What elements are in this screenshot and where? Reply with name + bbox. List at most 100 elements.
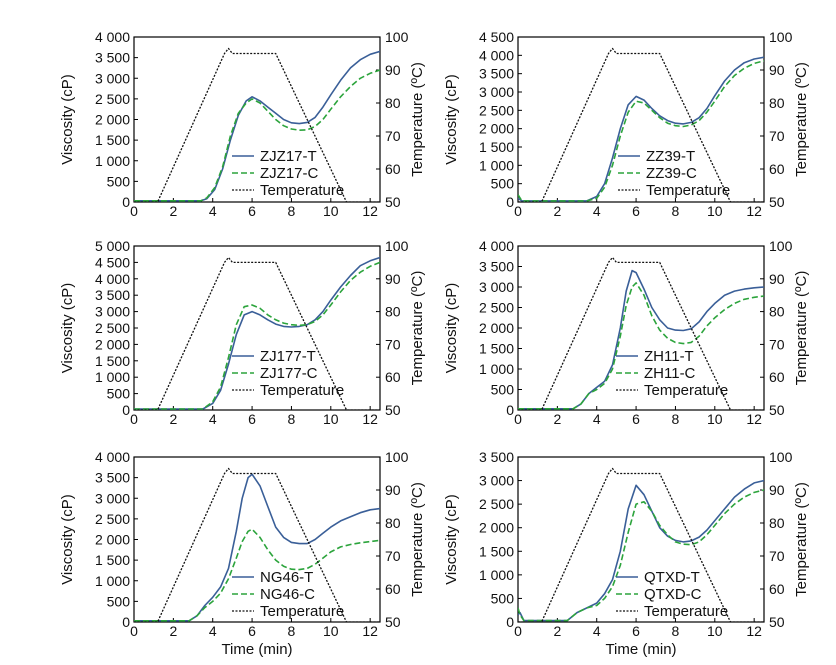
y2-tick-label: 50 [385, 194, 401, 210]
x-tick-label: 4 [593, 411, 601, 427]
x-tick-label: 2 [169, 623, 177, 639]
y2-tick-label: 80 [385, 95, 401, 111]
y-tick-label: 2 500 [95, 320, 130, 336]
y2-tick-label: 60 [385, 369, 401, 385]
y2-tick-label: 50 [769, 614, 785, 630]
x-tick-label: 4 [209, 203, 217, 219]
y-tick-label: 0 [122, 402, 130, 418]
x-tick-label: 0 [130, 411, 138, 427]
y2-axis-title: Temperature (ºC) [793, 271, 810, 386]
x-tick-label: 10 [707, 203, 723, 219]
y2-tick-label: 70 [769, 128, 785, 144]
series-line-temperature [134, 467, 380, 622]
y-tick-label: 3 000 [479, 279, 514, 295]
x-tick-label: 12 [362, 623, 378, 639]
x-tick-label: 8 [672, 411, 680, 427]
y-tick-label: 1 000 [95, 369, 130, 385]
y2-tick-label: 80 [769, 304, 785, 320]
x-tick-label: 0 [130, 203, 138, 219]
series-line-temperature [518, 47, 764, 202]
y-tick-label: 2 000 [479, 320, 514, 336]
y-tick-label: 1 000 [95, 573, 130, 589]
y2-tick-label: 90 [769, 62, 785, 78]
y2-axis-title: Temperature (ºC) [793, 482, 810, 597]
series-line-zh11-c [518, 282, 764, 410]
y-tick-label: 1 000 [479, 157, 514, 173]
x-tick-label: 0 [514, 623, 522, 639]
x-tick-label: 0 [130, 623, 138, 639]
x-tick-label: 2 [169, 203, 177, 219]
x-tick-label: 10 [323, 623, 339, 639]
y2-tick-label: 70 [385, 548, 401, 564]
y-tick-label: 1 500 [95, 132, 130, 148]
legend-label: NG46-T [260, 569, 313, 586]
y-tick-label: 4 000 [479, 238, 514, 254]
legend-label: ZJ177-C [260, 365, 318, 382]
y-tick-label: 5 000 [95, 238, 130, 254]
y-tick-label: 1 500 [479, 543, 514, 559]
y2-tick-label: 100 [385, 238, 409, 254]
y-tick-label: 1 500 [479, 139, 514, 155]
x-tick-label: 4 [209, 623, 217, 639]
y-tick-label: 500 [491, 590, 515, 606]
y-axis-title: Viscosity (cP) [59, 494, 76, 585]
legend-label: Temperature [260, 382, 344, 399]
y-tick-label: 3 000 [95, 70, 130, 86]
y-axis-title: Viscosity (cP) [443, 74, 460, 165]
y2-tick-label: 60 [385, 581, 401, 597]
x-tick-label: 12 [746, 411, 762, 427]
x-tick-label: 10 [707, 623, 723, 639]
y-tick-label: 2 000 [95, 336, 130, 352]
y2-tick-label: 80 [769, 95, 785, 111]
y2-tick-label: 80 [385, 304, 401, 320]
y2-tick-label: 60 [385, 161, 401, 177]
y2-tick-label: 70 [769, 336, 785, 352]
y-tick-label: 3 500 [479, 449, 514, 465]
x-tick-label: 6 [248, 623, 256, 639]
series-line-temperature [518, 467, 764, 622]
y-tick-label: 3 500 [479, 66, 514, 82]
y2-tick-label: 60 [769, 161, 785, 177]
y-tick-label: 0 [122, 194, 130, 210]
y2-tick-label: 90 [385, 482, 401, 498]
x-tick-label: 8 [672, 623, 680, 639]
y-tick-label: 2 500 [479, 102, 514, 118]
y-tick-label: 2 000 [479, 121, 514, 137]
legend-label: ZH11-T [644, 348, 694, 365]
legend-label: ZH11-C [644, 365, 696, 382]
x-tick-label: 10 [323, 203, 339, 219]
legend-label: ZJ177-T [260, 348, 316, 365]
y2-tick-label: 50 [385, 614, 401, 630]
y-tick-label: 1 000 [479, 361, 514, 377]
y-tick-label: 4 000 [95, 449, 130, 465]
y-tick-label: 2 500 [95, 91, 130, 107]
y2-tick-label: 70 [385, 336, 401, 352]
y2-axis-title: Temperature (ºC) [409, 482, 426, 597]
series-line-temperature [134, 256, 380, 410]
x-tick-label: 8 [672, 203, 680, 219]
plot-frame [517, 36, 765, 203]
y-tick-label: 3 000 [95, 490, 130, 506]
y2-tick-label: 50 [385, 402, 401, 418]
x-axis-title: Time (min) [221, 641, 292, 658]
y-tick-label: 3 000 [95, 304, 130, 320]
series-line-qtxd-c [518, 489, 764, 622]
y-tick-label: 4 500 [479, 29, 514, 45]
y-tick-label: 3 500 [95, 50, 130, 66]
y-tick-label: 0 [506, 614, 514, 630]
x-tick-label: 8 [288, 203, 296, 219]
y-tick-label: 0 [506, 194, 514, 210]
y2-tick-label: 50 [769, 402, 785, 418]
x-tick-label: 10 [707, 411, 723, 427]
x-tick-label: 4 [593, 203, 601, 219]
x-tick-label: 6 [632, 623, 640, 639]
y2-tick-label: 50 [769, 194, 785, 210]
y-tick-label: 0 [506, 402, 514, 418]
legend-label: QTXD-C [644, 586, 702, 603]
y-tick-label: 500 [107, 386, 131, 402]
y2-tick-label: 100 [769, 29, 793, 45]
x-tick-label: 12 [746, 623, 762, 639]
x-tick-label: 12 [362, 411, 378, 427]
